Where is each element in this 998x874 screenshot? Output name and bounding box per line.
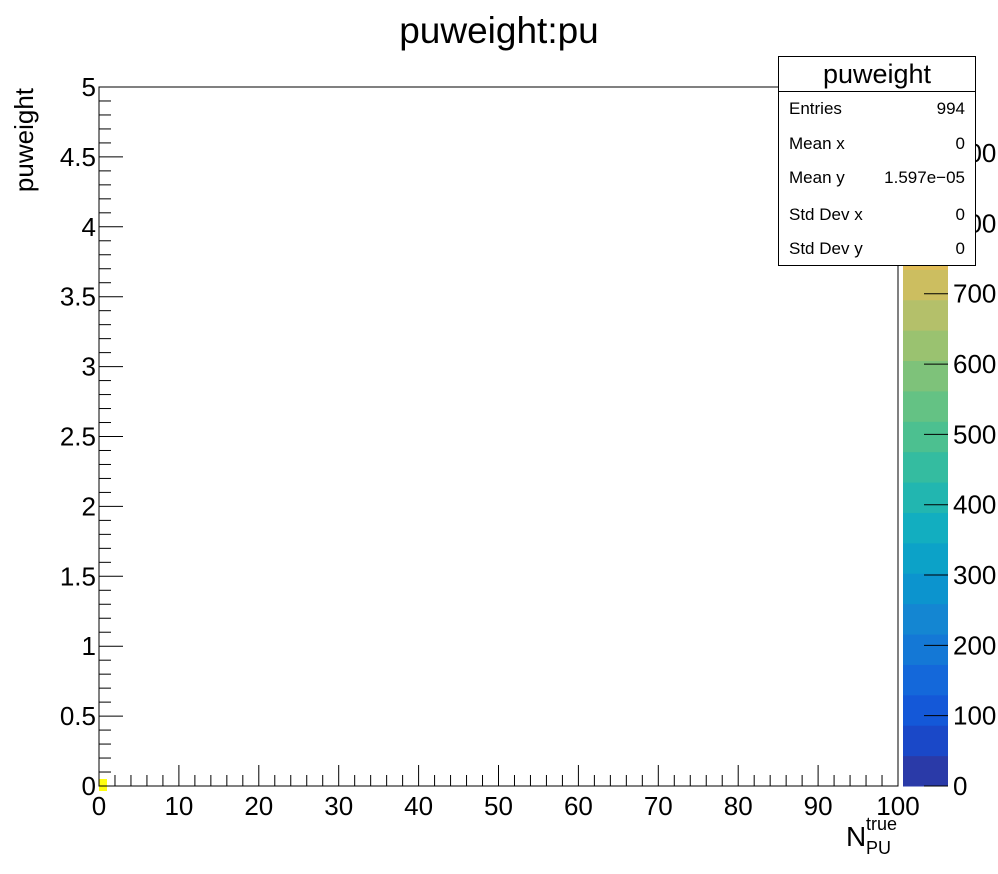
color-scale-segment <box>903 573 948 605</box>
color-scale-tick-label: 700 <box>953 279 996 309</box>
stats-value: 0 <box>955 239 965 258</box>
color-scale-segment <box>903 269 948 301</box>
stats-row-entries: Entries 994 <box>789 99 965 119</box>
stats-value: 0 <box>955 134 965 153</box>
color-scale-segment <box>903 603 948 635</box>
color-scale-segment <box>903 451 948 483</box>
stats-row-mean-y: Mean y 1.597e−05 <box>789 168 965 188</box>
stats-label: Std Dev y <box>789 239 863 258</box>
stats-label: Entries <box>789 99 842 118</box>
color-scale-segment <box>903 482 948 513</box>
color-scale-segment <box>903 390 948 422</box>
x-axis-label: N true PU <box>846 814 901 858</box>
y-tick-label: 2 <box>82 491 96 521</box>
color-scale-tick-label: 300 <box>953 560 996 590</box>
color-scale-segment <box>903 421 948 453</box>
color-scale-tick-label: 500 <box>953 419 996 449</box>
color-scale-tick-label: 200 <box>953 630 996 660</box>
stats-row-mean-x: Mean x 0 <box>789 134 965 154</box>
x-axis: 0 10 20 30 40 50 60 70 80 90 100 <box>92 765 920 821</box>
x-tick-label: 30 <box>324 791 353 821</box>
x-tick-label: 80 <box>724 791 753 821</box>
heatmap-bins <box>99 779 107 792</box>
stats-row-std-dev-x: Std Dev x 0 <box>789 205 965 225</box>
color-scale-segment <box>903 542 948 574</box>
y-tick-label: 1 <box>82 631 96 661</box>
y-axis-label: puweight <box>9 87 39 192</box>
x-tick-label: 60 <box>564 791 593 821</box>
y-tick-label: 2.5 <box>60 422 96 452</box>
color-scale-segment <box>903 299 948 331</box>
stats-label: Mean x <box>789 134 845 153</box>
y-axis: 0 0.5 1 1.5 2 2.5 3 3.5 4 4.5 5 <box>60 72 123 801</box>
x-tick-label: 100 <box>876 791 919 821</box>
color-scale-tick-label: 100 <box>953 701 996 731</box>
y-tick-label: 4.5 <box>60 142 96 172</box>
color-scale-segment <box>903 694 948 726</box>
color-scale-tick-label: 0 <box>953 771 967 801</box>
stats-row-std-dev-y: Std Dev y 0 <box>789 239 965 259</box>
y-tick-label: 1.5 <box>60 561 96 591</box>
x-tick-label: 20 <box>244 791 273 821</box>
color-scale-segment <box>903 725 948 757</box>
y-tick-label: 0.5 <box>60 701 96 731</box>
stats-box: puweight Entries 994 Mean x 0 Mean y 1.5… <box>778 56 976 266</box>
x-axis-label-main: N <box>846 821 866 852</box>
y-tick-label: 4 <box>82 212 96 242</box>
y-tick-label: 0 <box>82 771 96 801</box>
x-tick-label: 70 <box>644 791 673 821</box>
color-scale-segment <box>903 755 948 787</box>
x-tick-label: 10 <box>164 791 193 821</box>
color-scale-segment <box>903 330 948 362</box>
color-scale-segment <box>903 664 948 696</box>
x-tick-label: 90 <box>804 791 833 821</box>
y-tick-label: 5 <box>82 72 96 102</box>
stats-label: Std Dev x <box>789 205 863 224</box>
x-axis-label-superscript: true <box>866 814 897 834</box>
stats-label: Mean y <box>789 168 845 187</box>
x-tick-label: 50 <box>484 791 513 821</box>
stats-value: 994 <box>936 99 965 118</box>
x-tick-label: 40 <box>404 791 433 821</box>
stats-value: 0 <box>955 205 965 224</box>
color-scale-segment <box>903 360 948 392</box>
y-tick-label: 3.5 <box>60 282 96 312</box>
x-axis-label-subscript: PU <box>866 838 891 858</box>
color-scale-segment <box>903 634 948 665</box>
y-tick-label: 3 <box>82 352 96 382</box>
stats-box-title: puweight <box>779 57 975 92</box>
color-scale-tick-label: 400 <box>953 490 996 520</box>
stats-value: 1.597e−05 <box>884 168 965 187</box>
color-scale-tick-label: 600 <box>953 349 996 379</box>
heatmap-bin <box>99 779 107 792</box>
plot-frame <box>98 86 899 787</box>
color-scale-segment <box>903 512 948 544</box>
chart-title: puweight:pu <box>399 10 599 51</box>
x-tick-label: 0 <box>92 791 106 821</box>
